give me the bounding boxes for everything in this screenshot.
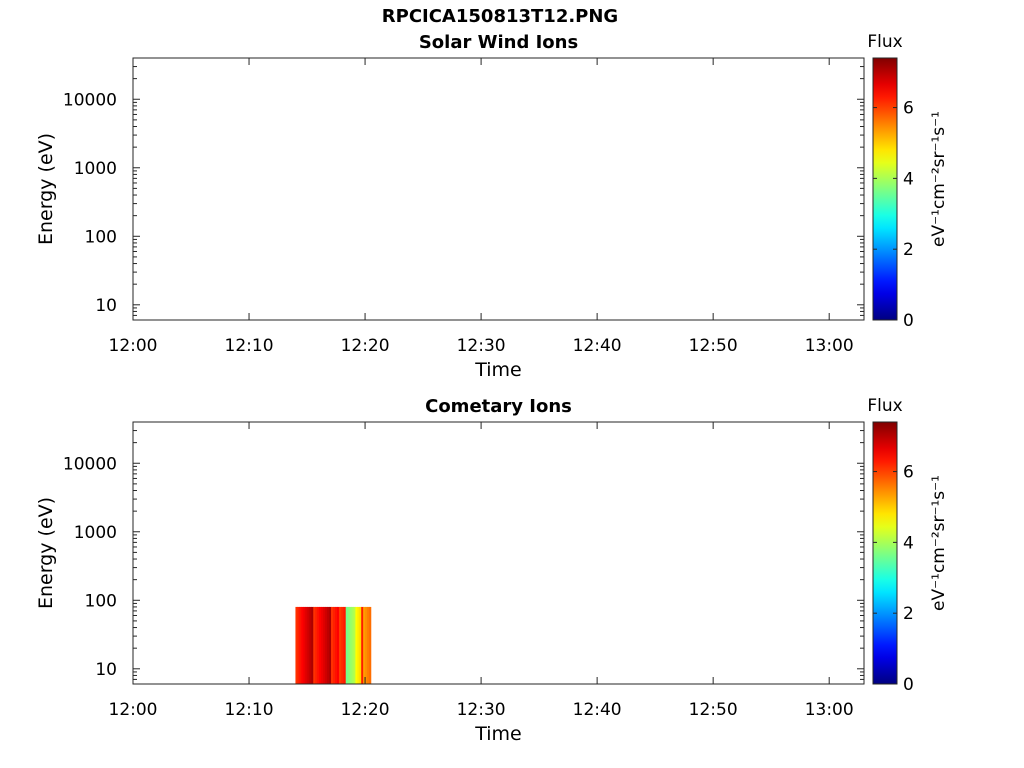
- flux-stripe: [338, 606, 342, 684]
- flux-block: [361, 606, 372, 684]
- flux-stripe: [305, 606, 308, 684]
- flux-stripe: [321, 606, 324, 684]
- flux-stripe: [299, 606, 302, 684]
- flux-stripe: [309, 606, 312, 684]
- flux-block: [355, 606, 362, 684]
- colorbar: 0 2 4 6 Flux eV⁻¹cm⁻²sr⁻¹s⁻¹: [867, 32, 949, 331]
- flux-stripe: [295, 606, 298, 684]
- x-tick-label: 12:40: [573, 336, 622, 356]
- y-tick-label: 10: [95, 660, 117, 680]
- y-tick-label: 1000: [74, 159, 117, 179]
- x-tick-label: 12:50: [689, 700, 738, 720]
- panel-2: Cometary Ions 12:00 12:10 12:20 12:30 12:40 12…: [35, 396, 949, 745]
- y-tick-label: 1000: [74, 523, 117, 543]
- x-tick-label: 12:40: [573, 700, 622, 720]
- colorbar-gradient: [872, 57, 898, 321]
- y-axis-label: Energy (eV): [35, 497, 57, 609]
- colorbar-tick-label: 0: [903, 311, 914, 331]
- flux-stripe: [345, 606, 349, 684]
- x-tick-label: 12:30: [457, 336, 506, 356]
- colorbar-tick-label: 6: [903, 99, 914, 119]
- flux-stripe: [297, 606, 300, 684]
- y-tick-label: 100: [85, 591, 117, 611]
- flux-block: [345, 606, 356, 684]
- flux-stripe: [366, 606, 370, 684]
- flux-stripe: [347, 606, 350, 684]
- x-tick-label: 12:10: [225, 336, 274, 356]
- x-tick-label: 12:00: [109, 336, 158, 356]
- panel-1: Solar Wind Ions 12:00 12:10 12:20 12:30 12:40…: [35, 32, 949, 381]
- colorbar-tick-label: 2: [903, 604, 914, 624]
- axes-box: [132, 421, 865, 685]
- flux-stripe: [368, 606, 372, 684]
- flux-stripe: [361, 606, 364, 684]
- flux-stripe: [333, 606, 336, 684]
- flux-stripe: [315, 606, 318, 684]
- figure-title: RPCICA150813T12.PNG: [381, 6, 619, 27]
- flux-stripe: [323, 606, 326, 684]
- flux-block: [295, 606, 340, 684]
- flux-stripe: [359, 606, 362, 684]
- flux-stripe: [335, 606, 338, 684]
- y-tick-label: 10000: [63, 454, 117, 474]
- colorbar-label: eV⁻¹cm⁻²sr⁻¹s⁻¹: [929, 475, 949, 611]
- flux-stripe: [341, 606, 344, 684]
- colorbar-title: Flux: [867, 396, 902, 416]
- colorbar: 0 2 4 6 Flux eV⁻¹cm⁻²sr⁻¹s⁻¹: [867, 396, 949, 695]
- x-tick-label: 12:00: [109, 700, 158, 720]
- x-tick-label: 12:20: [341, 336, 390, 356]
- flux-stripe: [355, 606, 358, 684]
- flux-stripe: [327, 606, 330, 684]
- panel-title: Cometary Ions: [425, 396, 572, 417]
- flux-stripe: [363, 606, 366, 684]
- axes-box: [132, 57, 865, 321]
- flux-stripe: [329, 606, 332, 684]
- flux-stripe: [301, 606, 304, 684]
- flux-stripe: [317, 606, 320, 684]
- x-tick-label: 13:00: [805, 336, 854, 356]
- x-tick-label: 12:20: [341, 700, 390, 720]
- x-tick-label: 12:30: [457, 700, 506, 720]
- flux-stripe: [307, 606, 310, 684]
- y-tick-label: 10: [95, 296, 117, 316]
- flux-stripe: [365, 606, 368, 684]
- colorbar-tick-label: 6: [903, 463, 914, 483]
- colorbar-tick-label: 2: [903, 240, 914, 260]
- colorbar-gradient: [872, 421, 898, 685]
- flux-stripe: [313, 606, 316, 684]
- colorbar-title: Flux: [867, 32, 902, 52]
- colorbar-tick-label: 0: [903, 675, 914, 695]
- flux-stripe: [351, 606, 354, 684]
- x-axis-label: Time: [474, 359, 522, 381]
- y-axis-label: Energy (eV): [35, 133, 57, 245]
- flux-stripe: [349, 606, 352, 684]
- flux-stripe: [325, 606, 328, 684]
- flux-stripe: [336, 606, 340, 684]
- colorbar-tick-label: 4: [903, 169, 914, 189]
- flux-stripe: [343, 606, 347, 684]
- x-tick-label: 12:10: [225, 700, 274, 720]
- panel-title: Solar Wind Ions: [419, 32, 578, 53]
- x-tick-label: 12:50: [689, 336, 738, 356]
- flux-block: [338, 606, 347, 684]
- flux-stripe: [357, 606, 360, 684]
- colorbar-tick-label: 4: [903, 533, 914, 553]
- flux-stripe: [331, 606, 334, 684]
- flux-stripe: [353, 606, 356, 684]
- colorbar-label: eV⁻¹cm⁻²sr⁻¹s⁻¹: [929, 111, 949, 247]
- x-axis-label: Time: [474, 723, 522, 745]
- y-tick-label: 10000: [63, 90, 117, 110]
- flux-stripe: [311, 606, 314, 684]
- flux-stripe: [303, 606, 306, 684]
- x-tick-label: 13:00: [805, 700, 854, 720]
- y-tick-label: 100: [85, 227, 117, 247]
- flux-stripe: [319, 606, 322, 684]
